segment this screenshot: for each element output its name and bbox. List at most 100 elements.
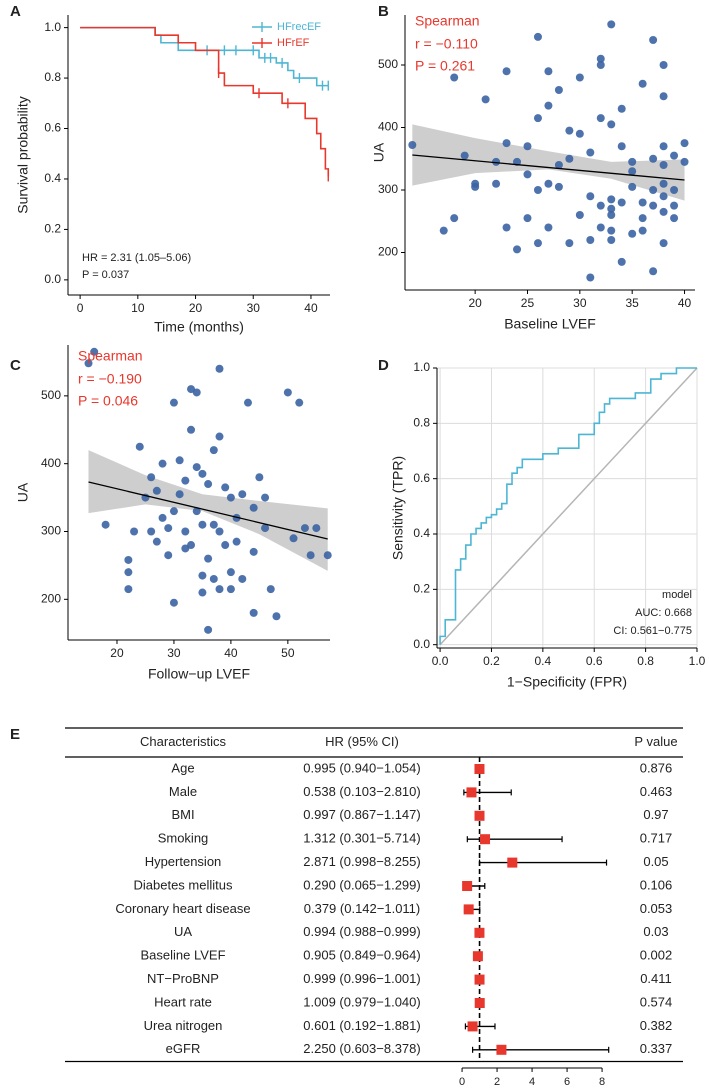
- annotation: P = 0.037: [82, 269, 129, 281]
- x-tick-label: 2: [494, 1076, 500, 1088]
- point: [638, 226, 647, 235]
- point: [617, 257, 626, 266]
- row-p: 0.106: [640, 877, 673, 892]
- row-name: Coronary heart disease: [115, 901, 250, 916]
- x-tick-label: 35: [626, 296, 640, 310]
- point: [164, 551, 173, 560]
- row-name: Age: [171, 760, 194, 775]
- y-tick-label: 200: [41, 591, 61, 605]
- point: [670, 201, 679, 210]
- x-axis-title: Baseline LVEF: [504, 316, 596, 332]
- point: [408, 141, 417, 149]
- point: [147, 527, 156, 536]
- row-p: 0.03: [643, 924, 668, 939]
- point: [261, 524, 270, 533]
- point: [192, 463, 201, 472]
- point: [565, 154, 574, 163]
- point: [607, 20, 616, 29]
- row-hr: 0.601 (0.192−1.881): [303, 1018, 420, 1033]
- point: [607, 195, 616, 204]
- point: [586, 236, 595, 244]
- hr-square: [474, 998, 485, 1008]
- row-hr: 0.379 (0.142−1.011): [304, 901, 421, 916]
- x-tick-label: 40: [224, 646, 238, 660]
- x-axis-title: Follow−up LVEF: [148, 666, 250, 682]
- annotation: P = 0.046: [78, 393, 138, 409]
- x-tick-label: 40: [304, 301, 318, 315]
- hr-square: [463, 904, 474, 915]
- y-tick-label: 500: [41, 388, 61, 402]
- y-tick-label: 200: [378, 245, 398, 259]
- y-tick-label: 400: [378, 120, 398, 134]
- point: [283, 388, 292, 397]
- row-hr: 2.871 (0.998−8.255): [303, 854, 420, 869]
- point: [649, 267, 658, 276]
- point: [101, 520, 110, 529]
- point: [471, 179, 480, 188]
- point: [289, 534, 298, 543]
- point: [544, 223, 553, 232]
- point: [659, 207, 668, 216]
- y-axis-title: UA: [15, 482, 31, 502]
- y-tick-label: 0.2: [413, 582, 430, 596]
- point: [533, 186, 542, 194]
- point: [544, 101, 553, 110]
- point: [659, 179, 668, 188]
- point: [323, 551, 332, 560]
- fit-line: [88, 481, 328, 540]
- point: [586, 273, 595, 282]
- point: [502, 139, 511, 148]
- y-axis-title: UA: [371, 142, 387, 162]
- point: [596, 201, 605, 210]
- hr-square: [474, 810, 485, 821]
- point: [554, 161, 563, 169]
- point: [628, 229, 637, 238]
- point: [670, 186, 679, 194]
- hr-square: [507, 857, 518, 868]
- point: [300, 524, 309, 533]
- annotation: HR = 2.31 (1.05–5.06): [82, 252, 191, 264]
- x-tick-label: 6: [564, 1076, 570, 1088]
- point: [295, 398, 304, 407]
- point: [164, 524, 173, 533]
- point: [226, 585, 235, 594]
- y-axis-title: Survival probability: [15, 96, 31, 214]
- row-name: Baseline LVEF: [140, 948, 225, 963]
- roc-curve: [439, 367, 697, 645]
- point: [226, 493, 235, 502]
- point: [586, 192, 595, 201]
- x-tick-label: 50: [281, 646, 295, 660]
- x-tick-label: 0: [459, 1076, 465, 1088]
- y-tick-label: 1.0: [44, 20, 61, 34]
- point: [554, 182, 563, 191]
- panel-label: A: [10, 3, 21, 20]
- panel-label: C: [10, 357, 21, 374]
- point: [544, 67, 553, 76]
- point: [90, 347, 99, 356]
- hr-square: [474, 974, 485, 985]
- point: [187, 541, 196, 550]
- point: [306, 551, 315, 560]
- x-tick-label: 0.6: [586, 654, 603, 668]
- point: [502, 67, 511, 76]
- point: [638, 198, 647, 207]
- point: [181, 476, 190, 485]
- point: [152, 486, 161, 495]
- row-name: Diabetes mellitus: [134, 877, 233, 892]
- row-p: 0.411: [640, 971, 672, 986]
- row-name: Hypertension: [145, 854, 222, 869]
- point: [450, 214, 459, 223]
- fit-line: [412, 154, 685, 181]
- point: [533, 32, 542, 41]
- x-tick-label: 40: [678, 296, 692, 310]
- point: [198, 469, 207, 478]
- row-name: NT−ProBNP: [147, 971, 219, 986]
- hr-square: [472, 951, 483, 962]
- row-hr: 0.905 (0.849−0.964): [303, 948, 420, 963]
- point: [226, 568, 235, 577]
- row-p: 0.574: [640, 994, 673, 1009]
- y-tick-label: 400: [41, 456, 61, 470]
- point: [209, 446, 218, 455]
- point: [460, 151, 469, 160]
- hr-square: [467, 1021, 478, 1032]
